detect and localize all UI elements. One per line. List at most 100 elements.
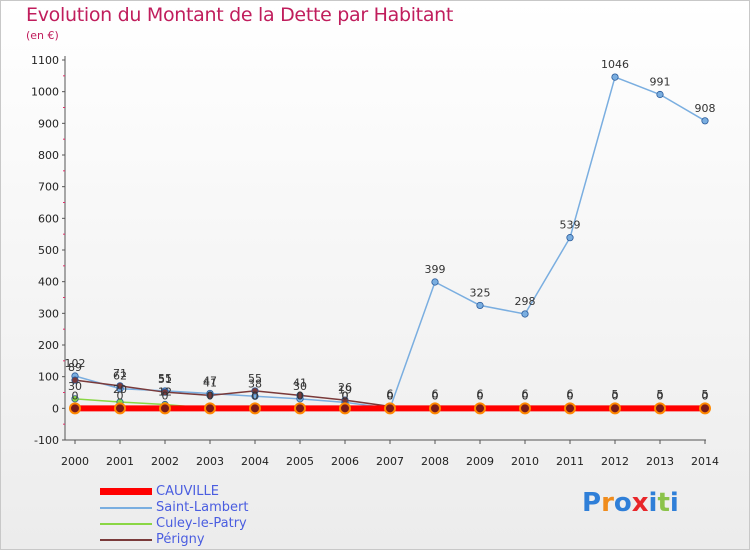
y-tick-label: 300 (38, 307, 59, 320)
data-label: 89 (68, 361, 82, 374)
data-label: 102 (65, 357, 86, 370)
data-point (206, 391, 214, 399)
data-label: 0 (162, 389, 169, 402)
data-point (251, 387, 259, 395)
data-point (699, 402, 711, 415)
data-label: 0 (117, 389, 124, 402)
y-tick-label: 1100 (31, 54, 59, 67)
x-tick-label: 2011 (556, 455, 584, 468)
data-point (429, 402, 441, 415)
data-point (476, 301, 484, 310)
data-point (296, 391, 304, 399)
data-point (249, 402, 261, 415)
legend-label-cauville: CAUVILLE (156, 484, 219, 499)
data-label: 12 (158, 386, 172, 399)
data-label: 0 (387, 389, 394, 402)
legend-swatch-culey-le-patry (100, 523, 152, 525)
x-tick-label: 2005 (286, 455, 314, 468)
data-point (114, 402, 126, 415)
x-tick-label: 2004 (241, 455, 269, 468)
chart-title: Evolution du Montant de la Dette par Hab… (26, 4, 454, 26)
data-point (701, 117, 709, 125)
legend-swatch-perigny (100, 539, 152, 541)
data-point (204, 402, 216, 415)
chart-subtitle: (en €) (26, 29, 59, 42)
x-tick-label: 2000 (61, 455, 89, 468)
x-tick-label: 2010 (511, 455, 539, 468)
data-label: 399 (425, 263, 446, 276)
data-point (521, 310, 529, 318)
x-tick-label: 2012 (601, 455, 629, 468)
data-label: 0 (207, 389, 214, 402)
data-label: 6 (567, 387, 574, 400)
legend-swatch-cauville (100, 488, 152, 495)
data-label: 30 (293, 380, 307, 393)
y-tick-label: 200 (38, 339, 59, 352)
data-label: 0 (612, 389, 619, 402)
data-label: 0 (657, 389, 664, 402)
data-point (116, 382, 124, 390)
legend-label-perigny: Périgny (156, 532, 205, 547)
data-label: 6 (387, 387, 394, 400)
data-label: 0 (567, 389, 574, 402)
data-label: 0 (432, 389, 439, 402)
data-label: 0 (657, 389, 664, 402)
y-tick-label: 700 (38, 181, 59, 194)
legend-label-saint-lambert: Saint-Lambert (156, 500, 249, 515)
y-tick-label: 100 (38, 371, 59, 384)
data-point (384, 402, 396, 415)
data-label: 38 (248, 377, 262, 390)
data-label: 41 (293, 376, 307, 389)
data-label: 0 (522, 389, 529, 402)
data-label: 991 (650, 76, 671, 89)
data-label: 0 (387, 389, 394, 402)
data-label: 0 (252, 389, 259, 402)
data-label: 0 (477, 389, 484, 402)
data-label: 0 (297, 389, 304, 402)
data-label: 19 (338, 383, 352, 396)
data-label: 0 (72, 389, 79, 402)
data-point (431, 278, 439, 286)
data-label: 5 (612, 388, 619, 401)
y-tick-label: 900 (38, 117, 59, 130)
y-tick-label: -100 (34, 434, 59, 447)
data-label: 0 (522, 389, 529, 402)
data-label: 71 (113, 367, 127, 380)
logo-letter: i (648, 488, 658, 518)
y-tick-label: 500 (38, 244, 59, 257)
x-tick-label: 2002 (151, 455, 179, 468)
data-label: 0 (297, 389, 304, 402)
data-point (71, 395, 79, 403)
x-tick-label: 2006 (331, 455, 359, 468)
legend-label-culey-le-patry: Culey-le-Patry (156, 516, 247, 531)
x-tick-label: 2007 (376, 455, 404, 468)
x-tick-label: 2003 (196, 455, 224, 468)
logo-letter: t (657, 488, 670, 518)
logo-letter: r (601, 488, 614, 518)
data-point (566, 234, 574, 242)
data-label: 0 (432, 389, 439, 402)
y-tick-label: 0 (52, 402, 59, 415)
logo-letter: o (613, 488, 632, 518)
data-label: 51 (158, 373, 172, 386)
data-label: 0 (567, 389, 574, 402)
data-label: 0 (387, 389, 394, 402)
data-label: 20 (113, 383, 127, 396)
data-label: 0 (252, 389, 259, 402)
data-label: 908 (695, 102, 716, 115)
logo-letter: P (582, 488, 602, 518)
data-point (564, 402, 576, 415)
logo-letter: i (669, 488, 679, 518)
y-tick-label: 1000 (31, 86, 59, 99)
legend-swatch-saint-lambert (100, 507, 152, 509)
data-label: 6 (432, 387, 439, 400)
data-point (294, 402, 306, 415)
data-label: 6 (522, 387, 529, 400)
data-point (609, 402, 621, 415)
x-tick-label: 2013 (646, 455, 674, 468)
data-point (159, 402, 171, 415)
data-label: 55 (158, 372, 172, 385)
data-label: 55 (248, 372, 262, 385)
